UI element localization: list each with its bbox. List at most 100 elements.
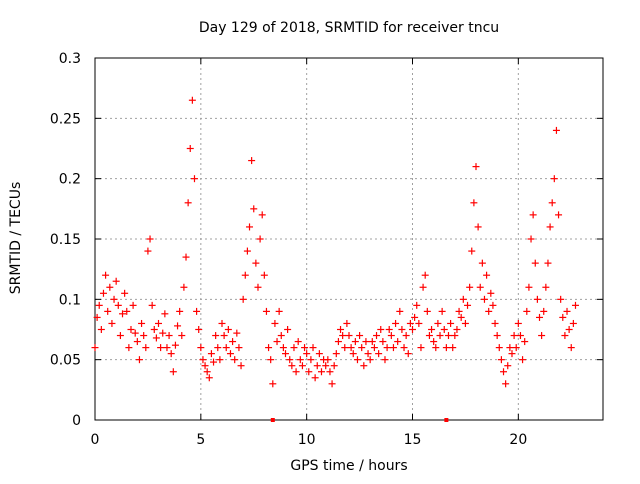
data-point [233,329,241,337]
data-point [165,332,173,340]
data-point [102,271,110,279]
data-point [489,301,497,309]
data-point [220,332,228,340]
data-point [216,356,224,364]
data-point [93,313,101,321]
data-point [444,332,452,340]
data-point [343,319,351,327]
data-point [267,356,275,364]
y-tick-label: 0.1 [59,292,81,308]
data-point [430,338,438,346]
data-point [474,223,482,231]
tick-layer: 0 5 10 15 20 0 0.05 0.1 0.15 0.2 0.25 0.3 [50,51,603,448]
data-point [464,301,472,309]
data-point [345,332,353,340]
data-point [241,271,249,279]
data-point [313,362,321,370]
data-point [432,344,440,352]
y-tick-label: 0.15 [50,232,81,248]
data-point [182,253,190,261]
data-point [563,307,571,315]
data-point [252,259,260,267]
y-axis-label: SRMTID / TECUs [8,182,24,295]
data-point [478,259,486,267]
data-point [275,307,283,315]
data-point [171,341,179,349]
data-point [256,235,264,243]
data-point [237,362,245,370]
data-point [536,313,543,321]
data-point [531,259,539,267]
data-point [413,301,421,309]
data-point [322,362,330,370]
data-point [197,344,205,352]
data-point [406,319,414,327]
y-tick-label: 0.3 [59,51,81,67]
data-point [425,332,433,340]
data-point [491,319,499,327]
data-point [347,344,355,352]
data-point [186,145,194,152]
highlight-point [270,418,275,422]
data-point [142,344,150,352]
data-point [417,344,425,352]
data-point [349,350,357,358]
data-point [286,356,294,364]
data-point [282,350,289,358]
data-point [116,332,124,340]
data-point [523,307,531,315]
data-point [559,313,567,321]
data-point [184,199,192,207]
data-point [373,332,381,340]
data-point [356,332,364,340]
data-point [360,362,368,370]
data-point [305,368,313,376]
data-point [368,338,376,346]
chart-title: Day 129 of 2018, SRMTID for receiver tnc… [199,20,499,36]
data-point [288,362,296,370]
data-point [546,223,554,231]
data-point [317,368,325,376]
data-point [258,211,266,219]
data-point [127,326,135,333]
data-point [436,332,444,340]
data-point [451,332,459,340]
data-point [309,344,317,352]
data-point [495,344,503,352]
x-tick-label: 15 [404,432,422,448]
data-point [279,344,287,352]
highlight-point [444,418,449,422]
data-point [438,307,446,315]
data-point [527,235,535,243]
data-point [504,362,512,370]
data-point [97,326,105,333]
data-point [519,356,527,364]
data-point [324,356,332,364]
data-point [174,322,182,330]
data-point [542,283,550,291]
data-point [190,175,198,183]
data-point [502,380,510,388]
x-tick-label: 5 [196,432,205,448]
data-point [548,199,556,207]
data-point [398,326,406,333]
data-point [472,163,480,171]
data-point [248,157,256,165]
data-point [370,344,378,352]
data-point [544,259,552,267]
data-point [409,326,416,333]
data-point [330,362,338,370]
data-point [328,380,336,388]
data-point [91,344,99,352]
data-point [159,329,167,337]
data-point [231,356,239,364]
data-point [112,277,120,285]
y-tick-label: 0.05 [50,353,81,369]
data-point [468,247,476,255]
grid-layer [95,58,603,420]
data-point [298,362,306,370]
data-point [157,344,165,352]
data-point [167,350,175,358]
data-point [362,338,370,346]
data-point [483,271,491,279]
